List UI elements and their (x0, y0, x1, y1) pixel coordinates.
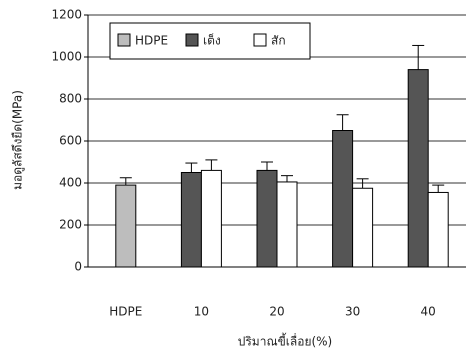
bar (332, 130, 354, 268)
y-tick-label: 0 (74, 260, 82, 274)
bar (180, 172, 202, 268)
bar (427, 191, 449, 268)
legend-box (109, 22, 311, 60)
y-tick-label: 800 (59, 92, 82, 106)
y-tick-label: 400 (59, 176, 82, 190)
legend-label: HDPE (135, 34, 168, 48)
x-tick-label: HDPE (109, 305, 142, 319)
x-tick-label: 20 (269, 305, 284, 319)
legend-swatch (117, 33, 131, 47)
y-tick-label: 1200 (51, 8, 82, 22)
bar (352, 187, 374, 268)
legend-swatch (185, 33, 199, 47)
bar (407, 69, 429, 268)
x-tick-label: 30 (345, 305, 360, 319)
y-tick-label: 200 (59, 218, 82, 232)
x-axis-label: ปริมาณขี้เลื่อย(%) (238, 333, 333, 349)
legend-label: สัก (271, 34, 286, 48)
y-tick-label: 1000 (51, 50, 82, 64)
legend-label: เต็ง (203, 33, 221, 48)
x-tick-label: 40 (421, 305, 436, 319)
legend-swatch (253, 33, 267, 47)
y-tick-label: 600 (59, 134, 82, 148)
y-axis-label: มอดูลัสดึงยืด(MPa) (11, 90, 26, 190)
bar (256, 169, 278, 268)
x-tick-label: 10 (194, 305, 209, 319)
bar (115, 184, 137, 268)
bar (200, 169, 222, 268)
bar (276, 181, 298, 268)
